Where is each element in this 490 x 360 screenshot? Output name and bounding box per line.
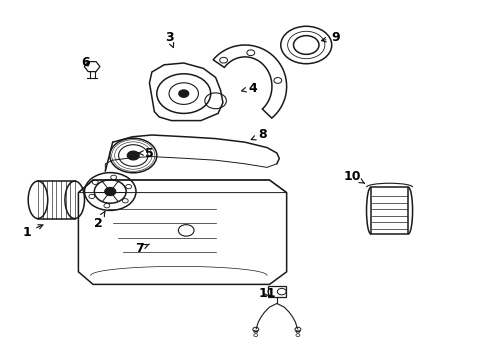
Text: 11: 11 xyxy=(258,287,276,300)
Text: 1: 1 xyxy=(23,225,43,239)
Text: 7: 7 xyxy=(135,242,149,255)
Text: 2: 2 xyxy=(94,211,105,230)
Text: 3: 3 xyxy=(165,31,173,48)
Text: 9: 9 xyxy=(321,31,340,44)
Text: 6: 6 xyxy=(81,57,90,69)
Ellipse shape xyxy=(105,188,116,195)
Text: 5: 5 xyxy=(139,147,154,159)
Circle shape xyxy=(179,90,189,97)
Text: 10: 10 xyxy=(344,170,365,183)
Text: 8: 8 xyxy=(251,129,267,141)
Circle shape xyxy=(127,151,139,160)
Text: 4: 4 xyxy=(242,82,257,95)
